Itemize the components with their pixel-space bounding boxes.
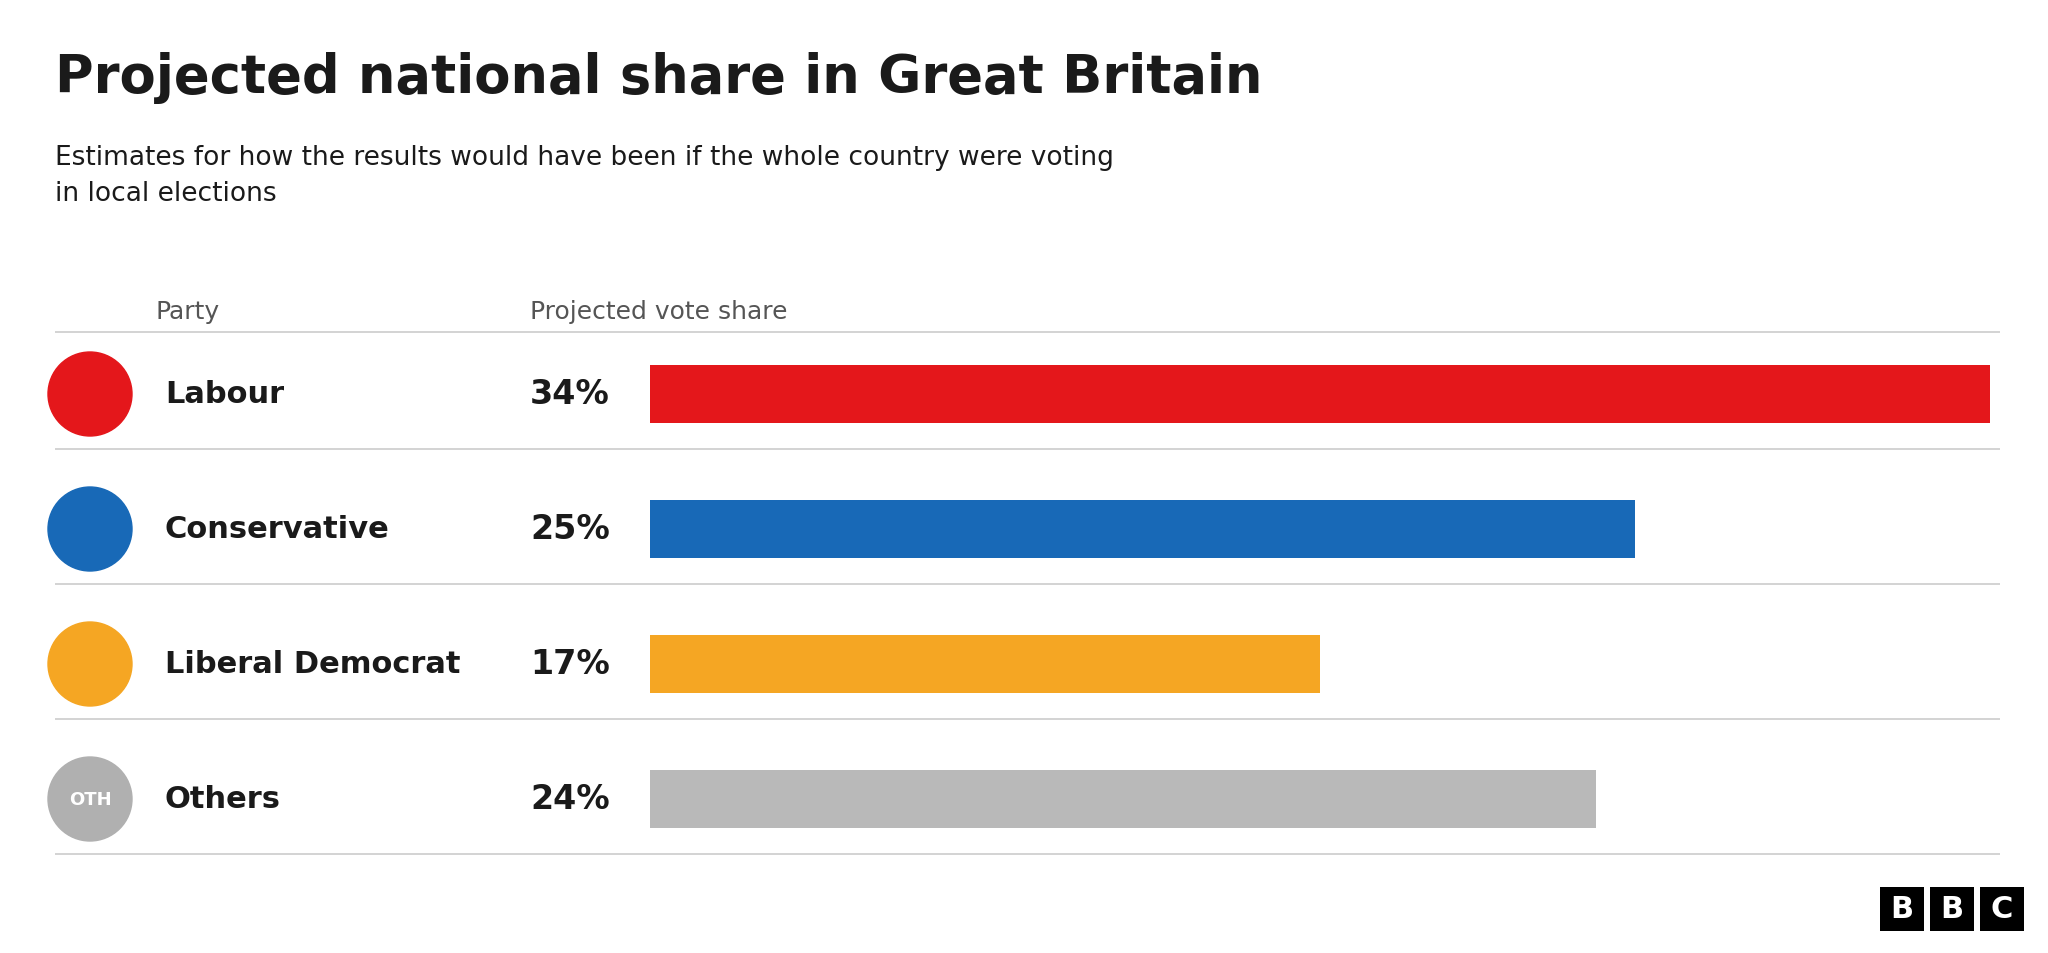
Text: B: B (1939, 895, 1964, 923)
Bar (1980, 887, 2023, 931)
Text: Others: Others (166, 784, 281, 814)
Bar (649, 500, 1634, 558)
Text: Liberal Democrat: Liberal Democrat (166, 650, 461, 679)
Text: C: C (1991, 895, 2013, 923)
Bar (1880, 887, 1923, 931)
Text: OTH: OTH (70, 790, 111, 808)
Text: Projected vote share: Projected vote share (530, 299, 788, 324)
Circle shape (47, 758, 131, 841)
Circle shape (47, 622, 131, 706)
Circle shape (47, 353, 131, 436)
Circle shape (47, 488, 131, 572)
Text: Estimates for how the results would have been if the whole country were voting
i: Estimates for how the results would have… (55, 145, 1114, 207)
Bar (649, 366, 1991, 423)
Bar (649, 770, 1595, 828)
Bar (649, 636, 1321, 693)
Text: Projected national share in Great Britain: Projected national share in Great Britai… (55, 52, 1262, 104)
Text: 34%: 34% (530, 378, 610, 411)
Text: 17%: 17% (530, 648, 610, 680)
Bar (1929, 887, 1974, 931)
Text: Labour: Labour (166, 380, 285, 409)
Text: 24%: 24% (530, 782, 610, 816)
Text: Conservative: Conservative (166, 515, 389, 544)
Text: B: B (1890, 895, 1913, 923)
Text: Party: Party (156, 299, 219, 324)
Text: 25%: 25% (530, 513, 610, 546)
